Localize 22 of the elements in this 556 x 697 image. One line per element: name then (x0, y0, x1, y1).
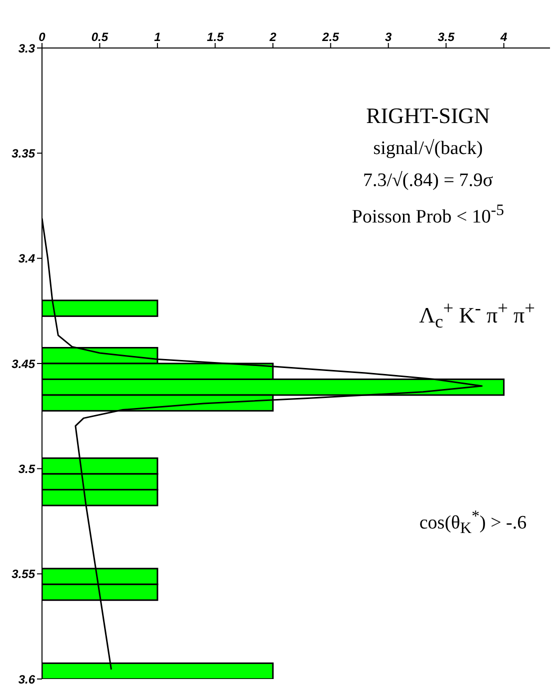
x-tick-label: 0 (38, 30, 46, 44)
y-tick-label: 3.5 (18, 462, 36, 476)
x-tick-label: 4 (499, 30, 508, 44)
annotation: RIGHT-SIGN (365, 103, 491, 129)
y-tick-label: 3.3 (18, 41, 36, 56)
y-tick-label: 3.45 (12, 356, 36, 371)
x-tick-label: 1.5 (206, 30, 224, 44)
x-tick-label: 3.5 (438, 30, 455, 44)
y-tick-label: 3.4 (18, 252, 36, 266)
x-tick-label: 0.5 (91, 30, 108, 44)
annotation: cos(θ$_{K}$$^{*}$) > -.6 (418, 508, 528, 538)
x-tick-label: 3 (385, 30, 392, 44)
annotation: Poisson Prob < 10$^{-5}$ (350, 202, 506, 228)
x-tick-label: 2 (268, 30, 277, 44)
x-tick-label: 2.5 (321, 30, 340, 44)
chart-title: Λ$_{c}$$^{+}$ K$^{-}$ π$^{+}$ π$^{+}$ (419, 298, 535, 332)
y-tick-label: 3.55 (12, 567, 36, 582)
y-tick-label: 3.6 (18, 672, 36, 686)
annotation: 7.3/√(.84) = 7.9σ (362, 170, 494, 192)
x-tick-label: 1 (154, 30, 162, 44)
y-tick-label: 3.35 (12, 146, 36, 160)
annotation: signal/√(back) (372, 138, 484, 160)
